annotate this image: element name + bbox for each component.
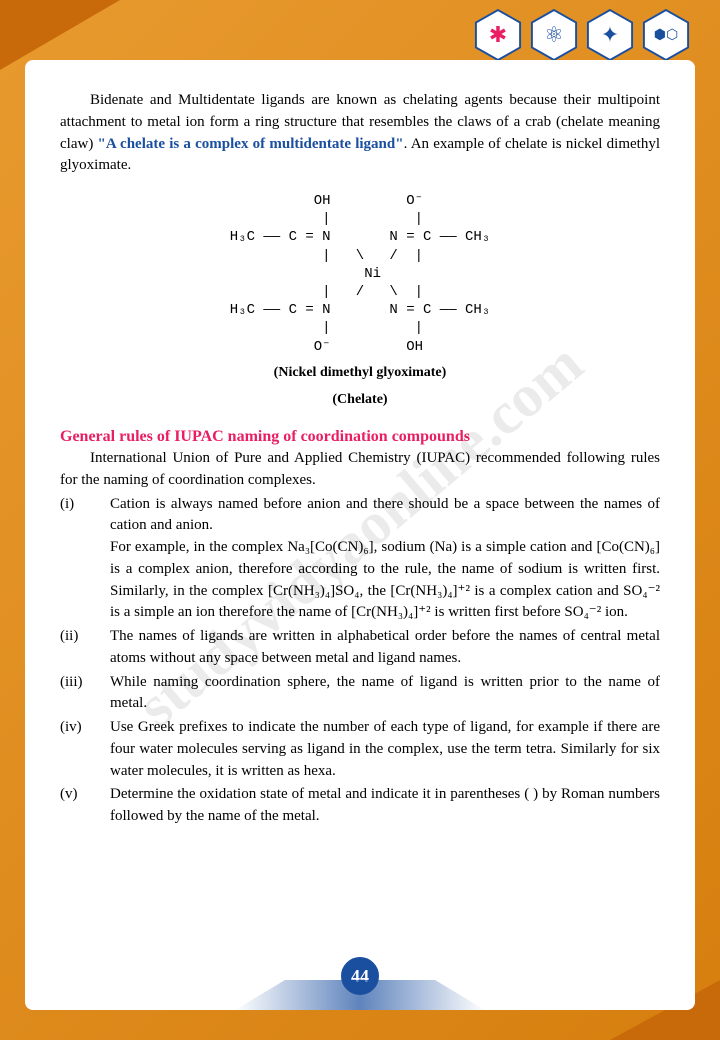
rule-item: (iv)Use Greek prefixes to indicate the n…: [60, 717, 660, 782]
rule-number: (iv): [60, 717, 110, 782]
rule-item: (i)Cation is always named before anion a…: [60, 494, 660, 625]
structure-caption-1: (Nickel dimethyl glyoximate): [60, 363, 660, 383]
rules-list: (i)Cation is always named before anion a…: [60, 494, 660, 828]
network-icon: ✦: [586, 8, 634, 62]
rule-text: Determine the oxidation state of metal a…: [110, 784, 660, 828]
rule-text: Cation is always named before anion and …: [110, 494, 660, 625]
rule-number: (i): [60, 494, 110, 625]
rule-number: (ii): [60, 626, 110, 670]
rule-item: (iii)While naming coordination sphere, t…: [60, 672, 660, 716]
atom-icon: ⚛: [530, 8, 578, 62]
section-heading: General rules of IUPAC naming of coordin…: [60, 425, 660, 448]
structure-diagram: OH O⁻ | | H₃C —— C = N N = C —— CH₃ | \ …: [230, 192, 490, 356]
rule-item: (v)Determine the oxidation state of meta…: [60, 784, 660, 828]
rule-text: The names of ligands are written in alph…: [110, 626, 660, 670]
rule-number: (v): [60, 784, 110, 828]
rule-item: (ii)The names of ligands are written in …: [60, 626, 660, 670]
chelate-definition-quote: "A chelate is a complex of multidentate …: [98, 136, 404, 152]
chemical-structure: OH O⁻ | | H₃C —— C = N N = C —— CH₃ | \ …: [60, 192, 660, 410]
section-intro: International Union of Pure and Applied …: [60, 448, 660, 492]
header-icon-strip: ✱ ⚛ ✦ ⬢⬡: [474, 8, 690, 62]
decorative-bottom-accent: [235, 980, 485, 1010]
intro-paragraph: Bidenate and Multidentate ligands are kn…: [60, 90, 660, 177]
rule-number: (iii): [60, 672, 110, 716]
chain-icon: ⬢⬡: [642, 8, 690, 62]
page-content: studyvidyaonline.com Bidenate and Multid…: [25, 60, 695, 1010]
rule-text: While naming coordination sphere, the na…: [110, 672, 660, 716]
molecule-icon: ✱: [474, 8, 522, 62]
rule-text: Use Greek prefixes to indicate the numbe…: [110, 717, 660, 782]
structure-caption-2: (Chelate): [60, 390, 660, 410]
